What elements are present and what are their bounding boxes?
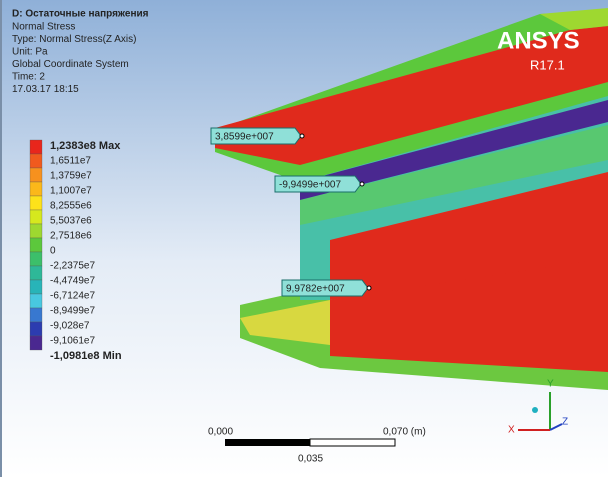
legend-label: -1,0981e8 Min [50, 350, 122, 362]
legend-swatch [30, 266, 42, 280]
logo-name: ANSYS [497, 27, 580, 54]
probe-label: 9,9782e+007 [286, 284, 345, 295]
triad-y: Y [547, 379, 554, 390]
scale-bar [225, 439, 395, 446]
viewport: D: Остаточные напряжения Normal StressTy… [0, 0, 608, 477]
header-line: Time: 2 [12, 72, 45, 83]
legend-label: -4,4749e7 [50, 276, 95, 287]
scale-end: 0,070 (m) [383, 427, 426, 438]
probe-label: 3,8599e+007 [215, 132, 274, 143]
legend-label: 1,1007e7 [50, 186, 92, 197]
header-line: Global Coordinate System [12, 59, 129, 70]
legend-label: -8,9499e7 [50, 306, 95, 317]
triad-z: Z [562, 417, 568, 428]
triad-x: X [508, 425, 515, 436]
probe-point [367, 286, 371, 290]
legend-swatch [30, 210, 42, 224]
header-line: Normal Stress [12, 22, 75, 33]
legend-label: 1,2383e8 Max [50, 140, 121, 152]
legend-swatch [30, 140, 42, 154]
legend-swatch [30, 308, 42, 322]
legend-label: -6,7124e7 [50, 291, 95, 302]
legend-swatch [30, 280, 42, 294]
legend-swatch [30, 294, 42, 308]
legend-swatch [30, 238, 42, 252]
logo-version: R17.1 [530, 57, 565, 72]
legend-label: 0 [50, 246, 56, 257]
legend-swatch [30, 168, 42, 182]
legend-label: -9,1061e7 [50, 336, 95, 347]
legend-swatch [30, 196, 42, 210]
legend-swatch [30, 182, 42, 196]
header-line: Unit: Pa [12, 47, 48, 58]
legend-swatch [30, 322, 42, 336]
legend-label: -2,2375e7 [50, 261, 95, 272]
legend-label: 8,2555e6 [50, 201, 92, 212]
legend-swatch [30, 336, 42, 350]
header-line: 17.03.17 18:15 [12, 84, 79, 95]
legend-label: 1,6511e7 [50, 156, 91, 167]
probe-label: -9,9499e+007 [279, 180, 341, 191]
scale-start: 0,000 [208, 427, 233, 438]
legend-label: 2,7518e6 [50, 231, 92, 242]
legend-swatch [30, 252, 42, 266]
header-line: Type: Normal Stress(Z Axis) [12, 34, 136, 45]
legend-swatch [30, 224, 42, 238]
legend-label: -9,028e7 [50, 321, 90, 332]
legend-label: 1,3759e7 [50, 171, 92, 182]
result-title: D: Остаточные напряжения [12, 9, 149, 20]
legend-label: 5,5037e6 [50, 216, 92, 227]
probe-point [300, 134, 304, 138]
scale-middle: 0,035 [298, 454, 323, 465]
probe-point [360, 182, 364, 186]
legend-swatch [30, 154, 42, 168]
